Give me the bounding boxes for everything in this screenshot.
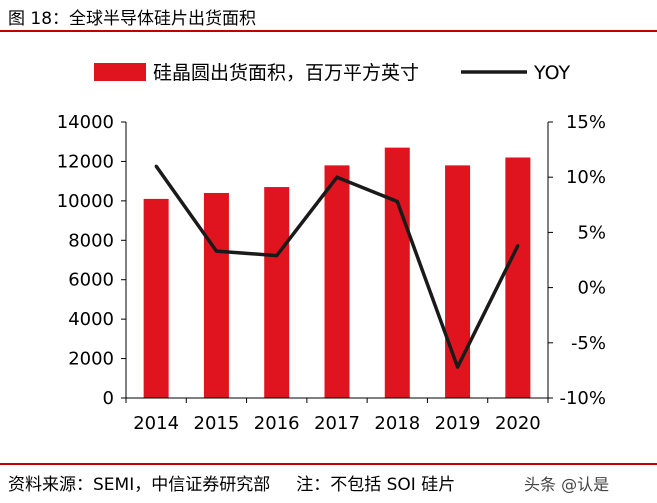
y-left-tick-label: 0 [103, 388, 114, 409]
note-text: 注：不包括 SOI 硅片 [296, 475, 456, 495]
x-tick-label-2015: 2015 [194, 413, 240, 434]
title-rule [0, 30, 657, 32]
yoy-point-2016 [275, 254, 279, 258]
source-line: 资料来源：SEMI，中信证券研究部 注：不包括 SOI 硅片 [8, 470, 455, 495]
x-tick-label-2014: 2014 [133, 413, 179, 434]
yoy-point-2020 [516, 244, 520, 248]
bar-2016 [264, 187, 290, 398]
source-text: 资料来源：SEMI，中信证券研究部 [8, 475, 271, 495]
y-left-tick-label: 2000 [68, 349, 114, 370]
bar-2017 [324, 165, 350, 398]
chart: 0 2000 4000 6000 8000 10000 12000 14000 -10% -5% 0… [57, 62, 606, 434]
bar-2019 [445, 165, 471, 398]
yoy-point-2019 [456, 365, 460, 369]
y-left-tick-label: 8000 [68, 230, 114, 251]
bar-2018 [384, 147, 410, 398]
bar-2015 [203, 192, 229, 398]
watermark: 头条 @认是 [524, 475, 610, 494]
y-right-tick-label: 10% [566, 167, 606, 188]
y-left-tick-label: 4000 [68, 309, 114, 330]
y-right-tick-label: 5% [577, 222, 606, 243]
legend-label-bar: 硅晶圆出货面积，百万平方英寸 [153, 62, 419, 84]
yoy-point-2018 [395, 199, 399, 203]
x-tick-label-2018: 2018 [374, 413, 420, 434]
x-tick-label-2019: 2019 [435, 413, 481, 434]
y-right-tick-label: 0% [577, 278, 606, 299]
y-left-tick-label: 14000 [57, 112, 114, 133]
x-tick-label-2016: 2016 [254, 413, 300, 434]
y-right-tick-label: -10% [559, 388, 606, 409]
source-rule [0, 463, 657, 465]
y-left-tick-label: 12000 [57, 151, 114, 172]
y-right-tick-label: 15% [566, 112, 606, 133]
bar-2014 [143, 198, 169, 398]
y-left-tick-label: 6000 [68, 270, 114, 291]
x-tick-label-2020: 2020 [495, 413, 541, 434]
legend-swatch-bar [94, 63, 146, 81]
y-right-tick-label: -5% [571, 333, 606, 354]
bar-2020 [505, 157, 531, 398]
x-tick-label-2017: 2017 [314, 413, 360, 434]
yoy-point-2014 [154, 164, 158, 168]
yoy-point-2017 [335, 175, 339, 179]
figure-title: 图 18：全球半导体硅片出货面积 [8, 9, 257, 29]
y-left-tick-label: 10000 [57, 191, 114, 212]
yoy-point-2015 [214, 249, 218, 253]
legend-label-line: YOY [533, 62, 570, 84]
